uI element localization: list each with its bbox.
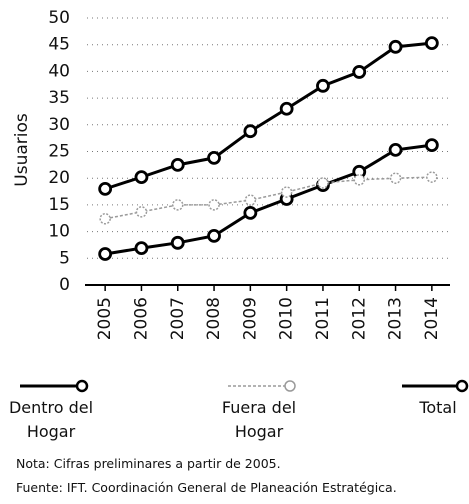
y-tick-label: 10 xyxy=(48,222,70,242)
point xyxy=(317,177,329,189)
point xyxy=(98,247,113,261)
x-tick-label: 2011 xyxy=(313,297,333,340)
legend-label: Total xyxy=(419,398,457,417)
x-tick-label: 2010 xyxy=(277,297,297,340)
y-tick-label: 5 xyxy=(59,248,70,268)
point xyxy=(98,181,113,196)
point xyxy=(280,186,293,198)
legend-label: Fuera del Hogar xyxy=(221,398,297,441)
point xyxy=(388,142,403,157)
y-tick-label: 15 xyxy=(48,195,70,215)
y-tick-label: 20 xyxy=(48,168,70,188)
x-tick-label: 2014 xyxy=(422,297,442,340)
legend-marker xyxy=(455,379,469,393)
point xyxy=(353,174,365,186)
y-tick-label: 50 xyxy=(48,8,70,28)
series-line xyxy=(104,143,433,256)
point xyxy=(424,36,439,50)
point xyxy=(389,172,402,184)
point xyxy=(388,39,403,54)
point xyxy=(207,151,221,165)
point xyxy=(244,194,257,206)
point xyxy=(208,199,220,211)
point xyxy=(243,124,258,139)
x-tick-label: 2006 xyxy=(131,297,151,340)
note: Nota: Cifras preliminares a partir de 20… xyxy=(16,456,281,471)
y-tick-label: 35 xyxy=(48,88,70,108)
legend-label: Dentro del Hogar xyxy=(8,398,94,441)
point xyxy=(170,235,185,250)
x-tick-label: 2012 xyxy=(349,297,369,340)
point xyxy=(279,101,294,116)
note: Fuente: IFT. Coordinación General de Pla… xyxy=(16,480,397,495)
y-tick-label: 30 xyxy=(48,115,70,135)
point xyxy=(352,65,367,79)
point xyxy=(424,138,439,152)
series-line xyxy=(104,41,433,191)
x-tick-label: 2009 xyxy=(240,297,260,340)
point xyxy=(243,206,258,220)
point xyxy=(316,78,330,93)
x-tick-label: 2008 xyxy=(204,297,224,340)
y-tick-label: 40 xyxy=(48,61,70,81)
point xyxy=(207,228,221,243)
point xyxy=(134,170,149,185)
point xyxy=(170,157,185,172)
y-tick-label: 0 xyxy=(59,275,70,295)
x-tick-label: 2007 xyxy=(168,297,188,340)
y-tick-label: 25 xyxy=(48,142,70,162)
point xyxy=(426,171,438,183)
point xyxy=(172,199,184,211)
x-tick-label: 2005 xyxy=(95,297,115,340)
x-tick-label: 2013 xyxy=(386,297,406,340)
point xyxy=(99,213,111,225)
legend-marker xyxy=(284,380,296,392)
y-tick-label: 45 xyxy=(48,35,70,55)
point xyxy=(135,206,148,218)
series-line xyxy=(105,176,432,220)
y-axis-label: Usuarios xyxy=(12,113,32,187)
point xyxy=(134,241,149,256)
legend-marker xyxy=(75,379,89,393)
